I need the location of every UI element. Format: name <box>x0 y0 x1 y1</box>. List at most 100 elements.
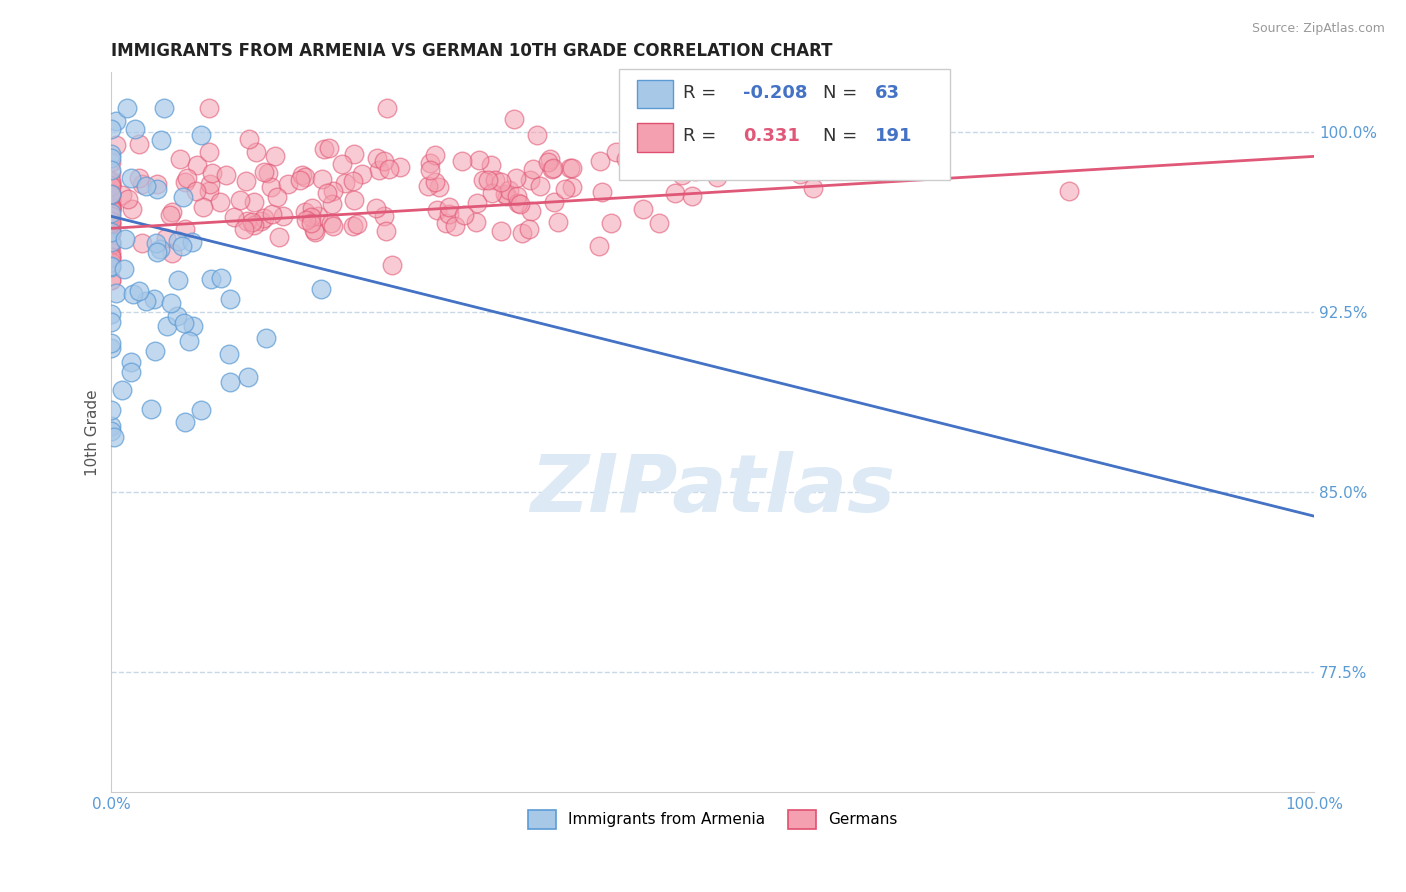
Point <box>167 234 190 248</box>
Point <box>166 310 188 324</box>
Point <box>197 102 219 116</box>
Point <box>520 203 543 218</box>
Point <box>321 196 343 211</box>
Point <box>128 171 150 186</box>
Point <box>174 175 197 189</box>
Point <box>186 158 208 172</box>
Point <box>496 189 519 203</box>
Point <box>100 209 122 223</box>
Point <box>100 202 122 216</box>
Point <box>425 148 447 162</box>
Point <box>100 307 122 321</box>
Point <box>143 292 166 306</box>
Point <box>302 222 325 236</box>
Point <box>100 259 122 273</box>
Point <box>439 207 461 221</box>
Point <box>789 168 811 182</box>
Point <box>100 178 122 192</box>
Point <box>201 166 224 180</box>
Point <box>135 179 157 194</box>
Point <box>128 136 150 151</box>
Point <box>100 402 122 417</box>
Point <box>131 177 153 191</box>
Point <box>253 164 276 178</box>
Point <box>253 211 276 225</box>
Point <box>505 188 527 202</box>
Point <box>110 383 132 397</box>
Point <box>190 128 212 142</box>
Point <box>343 194 366 208</box>
Text: 63: 63 <box>875 84 900 102</box>
Point <box>233 221 256 235</box>
Point <box>181 235 204 250</box>
Point <box>250 213 273 227</box>
Point <box>529 179 551 194</box>
Point <box>262 206 284 220</box>
Point <box>173 316 195 330</box>
Point <box>156 319 179 334</box>
Point <box>444 219 467 234</box>
Point <box>600 216 623 230</box>
Point <box>181 318 204 333</box>
Point <box>100 237 122 252</box>
Point <box>277 178 299 192</box>
Point <box>1057 184 1080 198</box>
Point <box>111 188 134 202</box>
Point <box>197 184 219 198</box>
Point <box>543 194 565 209</box>
Point <box>100 424 122 438</box>
Point <box>100 244 122 259</box>
Point <box>100 194 122 208</box>
Point <box>131 235 153 250</box>
Y-axis label: 10th Grade: 10th Grade <box>86 389 100 475</box>
Point <box>100 341 122 355</box>
Point <box>100 186 122 201</box>
Point <box>146 182 169 196</box>
Point <box>100 217 122 231</box>
Point <box>301 201 323 215</box>
Point <box>434 215 457 229</box>
Point <box>498 182 520 196</box>
Point <box>465 215 488 229</box>
Point <box>100 186 122 201</box>
Point <box>236 369 259 384</box>
Point <box>100 202 122 216</box>
Point <box>373 154 395 169</box>
Point <box>614 152 637 166</box>
Point <box>100 192 122 206</box>
Point <box>509 197 531 211</box>
Point <box>517 221 540 235</box>
Point <box>367 162 389 177</box>
Point <box>197 145 219 159</box>
Point <box>295 213 318 227</box>
Point <box>160 205 183 219</box>
Point <box>311 172 333 186</box>
Point <box>167 273 190 287</box>
Point <box>538 152 561 166</box>
Point <box>159 208 181 222</box>
Point <box>375 224 398 238</box>
Point <box>335 176 357 190</box>
Text: Source: ZipAtlas.com: Source: ZipAtlas.com <box>1251 22 1385 36</box>
Point <box>364 201 387 215</box>
Point <box>537 155 560 169</box>
Point <box>100 194 122 209</box>
Point <box>100 202 122 217</box>
Point <box>314 142 336 156</box>
Point <box>100 151 122 165</box>
Point <box>257 166 280 180</box>
Point <box>682 189 704 203</box>
Point <box>146 177 169 191</box>
Point <box>589 153 612 168</box>
Point <box>664 186 686 200</box>
Point <box>100 214 122 228</box>
Point <box>425 175 447 189</box>
Point <box>254 331 277 345</box>
Point <box>235 174 257 188</box>
Point <box>330 157 353 171</box>
Point <box>240 215 263 229</box>
Text: N =: N = <box>824 127 858 145</box>
Point <box>100 122 122 136</box>
Point <box>494 186 516 201</box>
Point <box>160 246 183 260</box>
